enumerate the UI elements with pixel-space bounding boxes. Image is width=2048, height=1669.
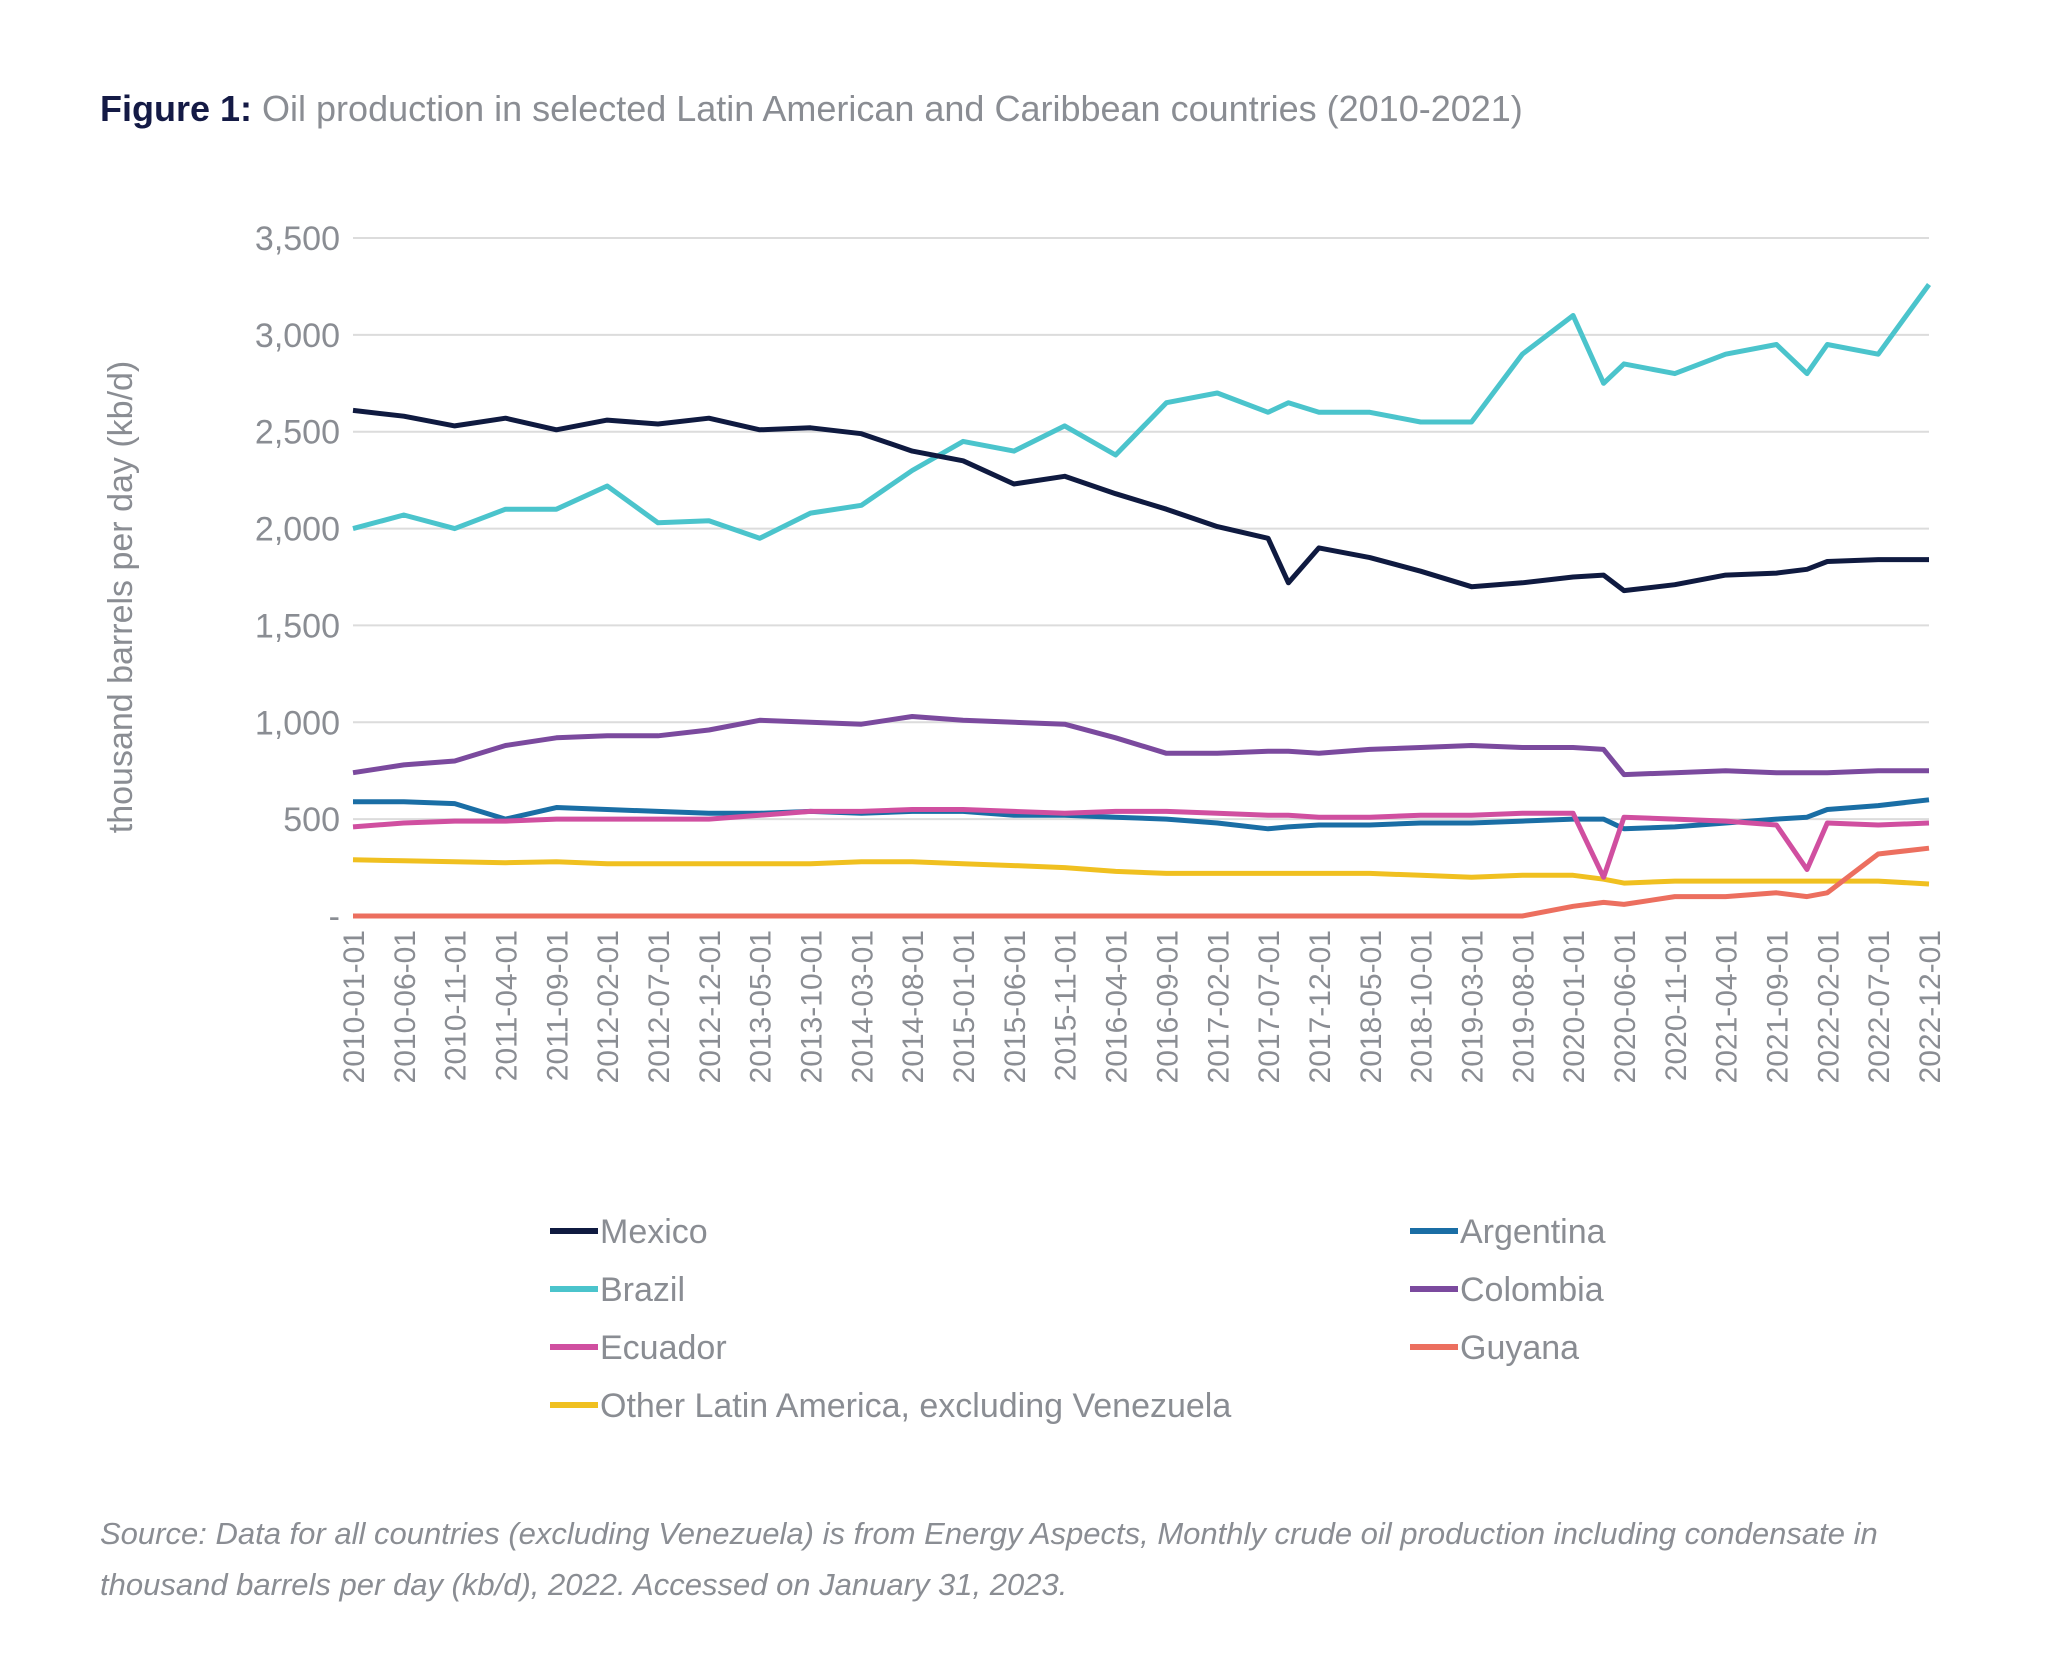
y-tick-label: - bbox=[329, 898, 340, 936]
x-tick-label: 2022-02-01 bbox=[1812, 930, 1845, 1083]
series-line-brazil bbox=[352, 283, 1932, 541]
x-tick-label: 2017-12-01 bbox=[1304, 930, 1337, 1083]
x-tick-label: 2011-04-01 bbox=[491, 930, 524, 1081]
x-tick-label: 2022-12-01 bbox=[1914, 930, 1947, 1083]
x-tick-label: 2014-08-01 bbox=[897, 930, 930, 1083]
source-note: Source: Data for all countries (excludin… bbox=[100, 1516, 1878, 1602]
x-tick-label: 2013-05-01 bbox=[745, 930, 778, 1083]
x-tick-label: 2018-10-01 bbox=[1406, 930, 1439, 1083]
x-tick-label: 2016-04-01 bbox=[1101, 930, 1134, 1083]
x-tick-label: 2010-06-01 bbox=[389, 930, 422, 1083]
figure-label: Figure 1: bbox=[100, 88, 253, 129]
x-tick-label: 2021-09-01 bbox=[1761, 930, 1794, 1083]
x-tick-label: 2015-06-01 bbox=[999, 930, 1032, 1083]
legend-label: Colombia bbox=[1460, 1271, 1604, 1309]
x-tick-label: 2015-01-01 bbox=[948, 930, 981, 1083]
series-line-other-latin-america-excluding-venezuela bbox=[352, 857, 1930, 887]
x-tick-label: 2018-05-01 bbox=[1355, 930, 1388, 1083]
series-line-guyana bbox=[353, 845, 1930, 919]
x-tick-label: 2017-02-01 bbox=[1202, 930, 1235, 1083]
legend-label: Other Latin America, excluding Venezuela bbox=[600, 1387, 1231, 1425]
x-tick-label: 2020-06-01 bbox=[1609, 930, 1642, 1083]
y-tick-label: 2,500 bbox=[255, 414, 340, 452]
y-tick-label: 1,500 bbox=[255, 607, 340, 645]
y-tick-label: 2,000 bbox=[255, 511, 340, 549]
x-tick-label: 2012-12-01 bbox=[694, 930, 727, 1083]
legend-label: Ecuador bbox=[600, 1329, 727, 1367]
x-tick-label: 2016-09-01 bbox=[1151, 930, 1184, 1083]
y-axis-title: thousand barrels per day (kb/d) bbox=[102, 361, 140, 833]
series-line-argentina bbox=[353, 797, 1930, 832]
legend-label: Guyana bbox=[1460, 1329, 1579, 1367]
x-tick-label: 2012-07-01 bbox=[643, 930, 676, 1083]
y-tick-label: 1,000 bbox=[255, 704, 340, 742]
y-tick-label: 500 bbox=[283, 801, 340, 839]
figure-title: Figure 1: Oil production in selected Lat… bbox=[100, 88, 1523, 130]
y-tick-label: 3,000 bbox=[255, 317, 340, 355]
x-tick-label: 2015-11-01 bbox=[1050, 930, 1083, 1081]
legend-label: Brazil bbox=[600, 1271, 685, 1309]
series-line-colombia bbox=[352, 714, 1929, 778]
x-tick-label: 2012-02-01 bbox=[592, 930, 625, 1083]
x-tick-label: 2021-04-01 bbox=[1711, 930, 1744, 1083]
x-tick-label: 2020-11-01 bbox=[1660, 930, 1693, 1081]
legend-label: Argentina bbox=[1460, 1213, 1606, 1251]
x-tick-label: 2014-03-01 bbox=[846, 930, 879, 1083]
x-tick-label: 2017-07-01 bbox=[1253, 930, 1286, 1083]
series-line-ecuador bbox=[352, 807, 1930, 880]
x-tick-label: 2022-07-01 bbox=[1863, 930, 1896, 1083]
y-tick-label: 3,500 bbox=[255, 220, 340, 258]
x-tick-label: 2019-03-01 bbox=[1456, 930, 1489, 1083]
x-tick-label: 2019-08-01 bbox=[1507, 930, 1540, 1083]
x-tick-label: 2020-01-01 bbox=[1558, 930, 1591, 1083]
x-tick-label: 2013-10-01 bbox=[796, 930, 829, 1083]
x-tick-label: 2010-01-01 bbox=[338, 930, 371, 1083]
x-tick-label: 2011-09-01 bbox=[541, 930, 574, 1081]
legend-label: Mexico bbox=[600, 1213, 708, 1251]
figure-title-text: Oil production in selected Latin America… bbox=[262, 88, 1523, 129]
x-tick-label: 2010-11-01 bbox=[440, 930, 473, 1081]
series-line-mexico bbox=[352, 407, 1929, 594]
